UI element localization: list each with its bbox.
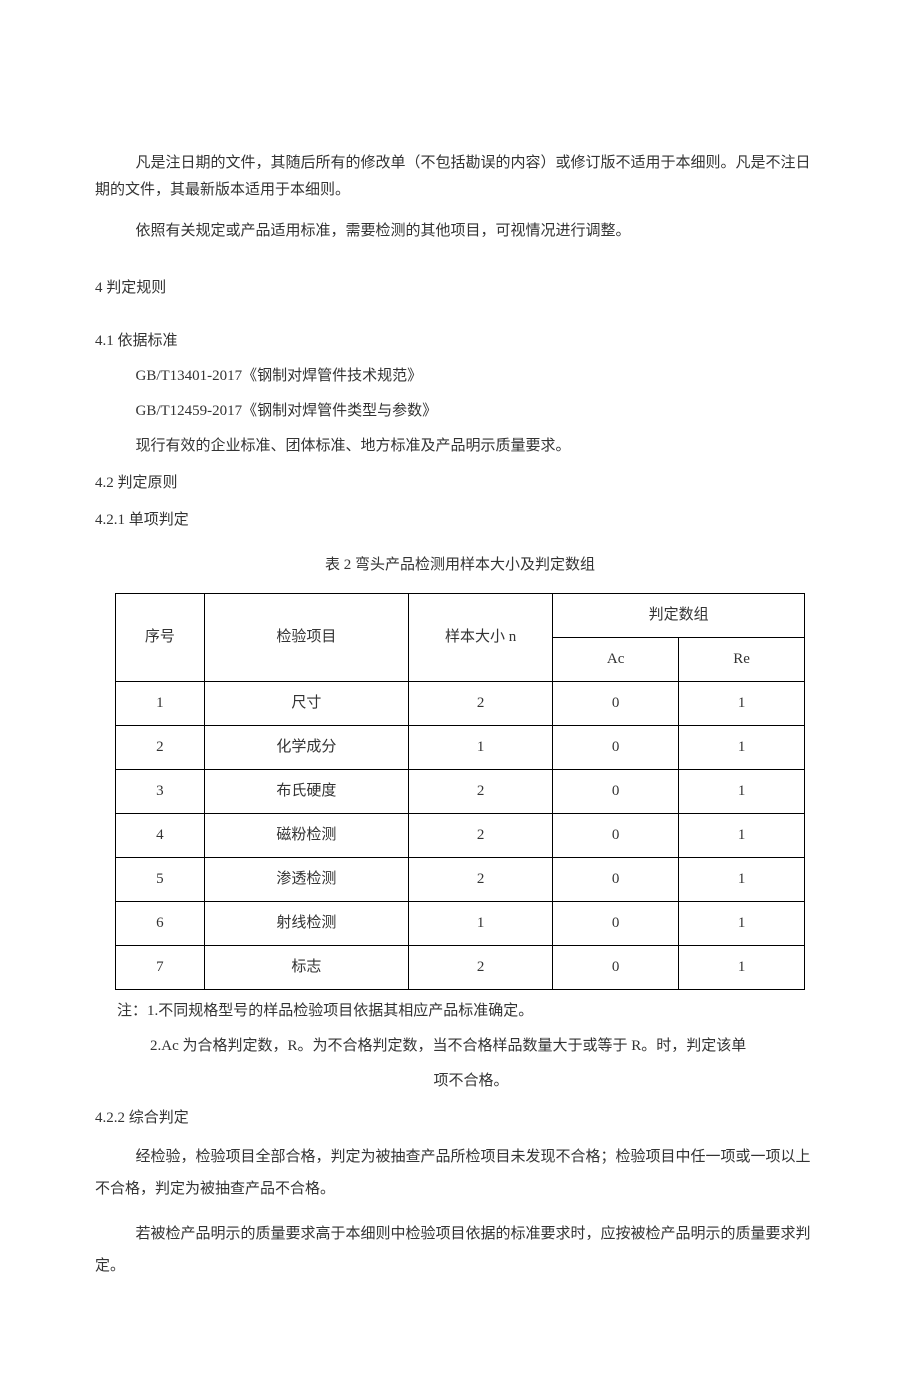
section-4-2-2-p2: 若被检产品明示的质量要求高于本细则中检验项目依据的标准要求时，应按被检产品明示的… [95, 1219, 825, 1282]
th-criteria-group: 判定数组 [553, 594, 805, 638]
table-cell-re: 1 [679, 858, 805, 902]
standard-line-2: GB/T12459-2017《钢制对焊管件类型与参数》 [95, 398, 825, 425]
table-cell-ac: 0 [553, 814, 679, 858]
section-4-2-2-title: 4.2.2 综合判定 [95, 1105, 825, 1132]
table-cell-n: 2 [409, 682, 553, 726]
table-cell-ac: 0 [553, 946, 679, 990]
table-row: 7标志201 [116, 946, 805, 990]
table-cell-idx: 7 [116, 946, 205, 990]
document-page: 凡是注日期的文件，其随后所有的修改单（不包括勘误的内容）或修订版不适用于本细则。… [0, 0, 920, 1390]
table-cell-re: 1 [679, 814, 805, 858]
table-cell-re: 1 [679, 770, 805, 814]
table-cell-item: 尺寸 [204, 682, 408, 726]
section-4-2-2-p1: 经检验，检验项目全部合格，判定为被抽查产品所检项目未发现不合格；检验项目中任一项… [95, 1142, 825, 1205]
table-cell-idx: 2 [116, 726, 205, 770]
th-re: Re [679, 638, 805, 682]
note-2: 2.Ac 为合格判定数，R。为不合格判定数，当不合格样品数量大于或等于 R。时，… [117, 1033, 825, 1060]
table-cell-ac: 0 [553, 770, 679, 814]
table-cell-idx: 6 [116, 902, 205, 946]
table-notes: 注：1.不同规格型号的样品检验项目依据其相应产品标准确定。 2.Ac 为合格判定… [117, 998, 825, 1095]
section-4-title: 4 判定规则 [95, 275, 825, 302]
th-index: 序号 [116, 594, 205, 682]
table-2-title: 表 2 弯头产品检测用样本大小及判定数组 [95, 552, 825, 579]
intro-paragraph-1: 凡是注日期的文件，其随后所有的修改单（不包括勘误的内容）或修订版不适用于本细则。… [95, 150, 825, 204]
table-cell-re: 1 [679, 726, 805, 770]
table-cell-n: 1 [409, 726, 553, 770]
table-cell-item: 渗透检测 [204, 858, 408, 902]
table-row: 5渗透检测201 [116, 858, 805, 902]
table-cell-ac: 0 [553, 726, 679, 770]
table-row: 6射线检测101 [116, 902, 805, 946]
standard-line-1: GB/T13401-2017《钢制对焊管件技术规范》 [95, 363, 825, 390]
table-cell-ac: 0 [553, 902, 679, 946]
table-row: 1尺寸201 [116, 682, 805, 726]
table-cell-re: 1 [679, 946, 805, 990]
intro-paragraph-2: 依照有关规定或产品适用标准，需要检测的其他项目，可视情况进行调整。 [95, 218, 825, 245]
th-ac: Ac [553, 638, 679, 682]
table-cell-item: 标志 [204, 946, 408, 990]
table-cell-re: 1 [679, 682, 805, 726]
table-cell-n: 2 [409, 858, 553, 902]
standard-line-3: 现行有效的企业标准、团体标准、地方标准及产品明示质量要求。 [95, 433, 825, 460]
section-4-1-title: 4.1 依据标准 [95, 328, 825, 355]
note-1: 注：1.不同规格型号的样品检验项目依据其相应产品标准确定。 [117, 998, 825, 1025]
table-cell-n: 2 [409, 946, 553, 990]
table-cell-ac: 0 [553, 682, 679, 726]
table-row: 3布氏硬度201 [116, 770, 805, 814]
table-cell-item: 化学成分 [204, 726, 408, 770]
section-4-2-1-title: 4.2.1 单项判定 [95, 507, 825, 534]
table-cell-ac: 0 [553, 858, 679, 902]
table-header-row-1: 序号 检验项目 样本大小 n 判定数组 [116, 594, 805, 638]
table-row: 4磁粉检测201 [116, 814, 805, 858]
th-item: 检验项目 [204, 594, 408, 682]
table-cell-item: 磁粉检测 [204, 814, 408, 858]
criteria-table: 序号 检验项目 样本大小 n 判定数组 Ac Re 1尺寸2012化学成分101… [115, 593, 805, 990]
table-cell-idx: 5 [116, 858, 205, 902]
th-sample-size: 样本大小 n [409, 594, 553, 682]
table-cell-idx: 1 [116, 682, 205, 726]
table-cell-idx: 3 [116, 770, 205, 814]
note-2b: 项不合格。 [117, 1068, 825, 1095]
table-cell-n: 1 [409, 902, 553, 946]
table-cell-idx: 4 [116, 814, 205, 858]
table-cell-item: 布氏硬度 [204, 770, 408, 814]
section-4-2-title: 4.2 判定原则 [95, 470, 825, 497]
table-cell-n: 2 [409, 814, 553, 858]
table-cell-n: 2 [409, 770, 553, 814]
table-row: 2化学成分101 [116, 726, 805, 770]
table-cell-item: 射线检测 [204, 902, 408, 946]
table-cell-re: 1 [679, 902, 805, 946]
